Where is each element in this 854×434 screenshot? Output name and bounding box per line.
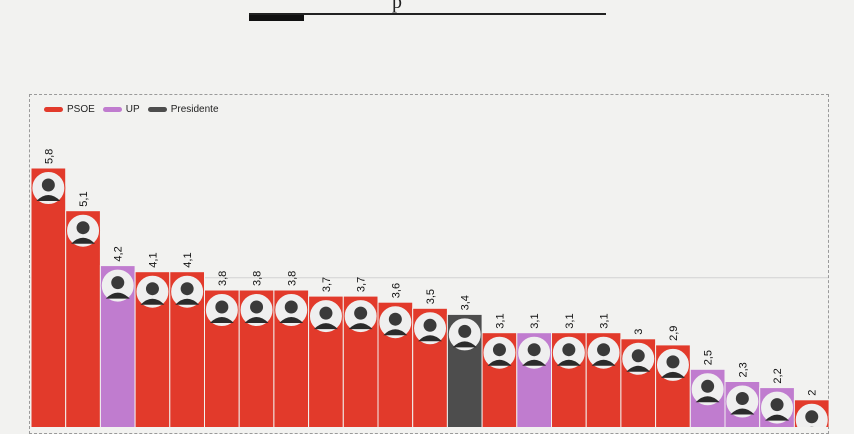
- value-label-12: 3,4: [460, 295, 472, 310]
- portrait-head-5: [215, 301, 228, 314]
- portrait-head-4: [181, 282, 194, 295]
- value-label-17: 3: [633, 329, 645, 335]
- portrait-head-3: [146, 282, 159, 295]
- portrait-head-16: [597, 343, 610, 356]
- value-label-2: 4,2: [113, 246, 125, 261]
- portrait-head-17: [632, 349, 645, 362]
- value-label-20: 2,3: [737, 362, 749, 377]
- portrait-head-20: [736, 392, 749, 405]
- portrait-head-10: [389, 313, 402, 326]
- value-label-22: 2: [807, 390, 819, 396]
- portrait-head-22: [805, 410, 818, 423]
- portrait-head-0: [42, 179, 55, 192]
- value-label-10: 3,6: [390, 283, 402, 298]
- value-label-14: 3,1: [529, 313, 541, 328]
- portrait-head-7: [285, 301, 298, 314]
- value-label-9: 3,7: [356, 277, 368, 292]
- value-label-0: 5,8: [43, 149, 55, 164]
- value-label-7: 3,8: [286, 271, 298, 286]
- value-label-3: 4,1: [147, 252, 159, 267]
- value-label-11: 3,5: [425, 289, 437, 304]
- portrait-head-11: [424, 319, 437, 332]
- portrait-head-15: [562, 343, 575, 356]
- value-label-4: 4,1: [182, 252, 194, 267]
- value-label-1: 5,1: [78, 191, 90, 206]
- value-label-21: 2,2: [772, 368, 784, 383]
- portrait-head-19: [701, 380, 714, 393]
- value-label-19: 2,5: [703, 350, 715, 365]
- portrait-head-14: [528, 343, 541, 356]
- value-label-6: 3,8: [252, 271, 264, 286]
- value-label-8: 3,7: [321, 277, 333, 292]
- portrait-head-21: [771, 398, 784, 411]
- value-label-18: 2,9: [668, 326, 680, 341]
- portrait-head-2: [111, 276, 124, 289]
- portrait-head-6: [250, 301, 263, 314]
- value-label-13: 3,1: [494, 313, 506, 328]
- portrait-head-1: [77, 221, 90, 234]
- portrait-head-9: [354, 307, 367, 320]
- portrait-head-8: [319, 307, 332, 320]
- value-label-15: 3,1: [564, 313, 576, 328]
- value-label-5: 3,8: [217, 271, 229, 286]
- portrait-head-13: [493, 343, 506, 356]
- value-label-16: 3,1: [599, 313, 611, 328]
- portrait-head-12: [458, 325, 471, 338]
- portrait-head-18: [666, 355, 679, 368]
- bar-0: [31, 168, 66, 427]
